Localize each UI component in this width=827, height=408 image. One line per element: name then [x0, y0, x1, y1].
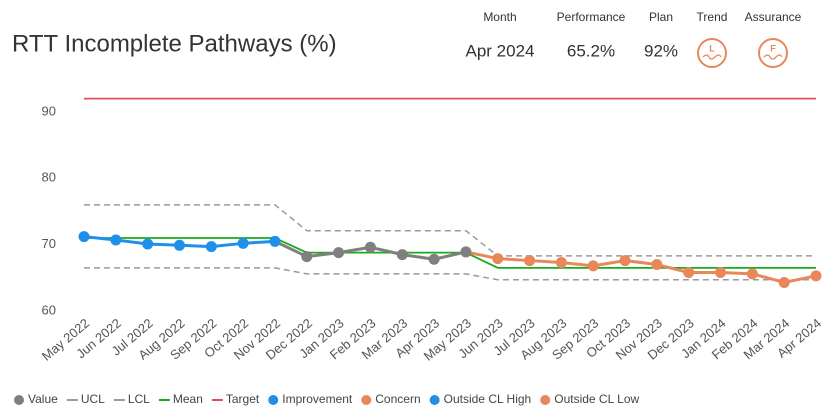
y-tick-label: 80 — [42, 170, 56, 185]
legend-dot — [14, 395, 24, 405]
line-lcl — [84, 267, 816, 281]
value-point — [810, 270, 822, 282]
legend-dot — [429, 395, 440, 405]
value-point — [78, 231, 90, 243]
y-tick-label: 60 — [42, 302, 56, 317]
legend-label: Mean — [173, 392, 203, 406]
legend-label: Improvement — [282, 392, 353, 406]
kpi-label: Performance — [557, 10, 626, 24]
kpi-label: Plan — [649, 10, 673, 24]
legend-label: UCL — [81, 392, 105, 406]
kpi-label: Month — [483, 10, 516, 24]
legend-label: LCL — [128, 392, 150, 406]
kpi-label: Trend — [697, 10, 728, 24]
y-tick-label: 90 — [42, 103, 56, 118]
value-point — [651, 259, 663, 271]
value-point — [555, 257, 567, 269]
value-point — [492, 253, 504, 265]
value-point — [587, 260, 599, 272]
legend-label: Outside CL Low — [554, 392, 639, 406]
value-point — [364, 241, 376, 253]
legend-dot — [268, 395, 279, 405]
line-ucl — [84, 204, 816, 257]
value-point — [460, 246, 472, 258]
value-point — [173, 239, 185, 251]
legend-label: Concern — [375, 392, 420, 406]
kpi-value: Apr 2024 — [466, 41, 535, 60]
line-mean — [84, 237, 816, 269]
value-point — [205, 241, 217, 253]
value-point — [396, 249, 408, 261]
value-point — [301, 251, 313, 263]
kpi-value: 65.2% — [567, 41, 615, 60]
value-point — [142, 238, 154, 250]
value-point — [746, 268, 758, 280]
value-point — [110, 234, 122, 246]
value-point — [428, 253, 440, 265]
value-point — [237, 237, 249, 249]
kpi-icon-letter: F — [770, 43, 776, 53]
value-point — [333, 247, 345, 259]
value-segment — [274, 239, 308, 258]
kpi-icon — [697, 38, 727, 68]
kpi-icon — [758, 38, 788, 68]
legend-dot — [361, 395, 372, 405]
kpi-icon-glyph — [702, 54, 722, 60]
value-point — [619, 255, 631, 267]
value-point — [524, 255, 536, 267]
legend-label: Target — [226, 392, 260, 406]
value-point — [683, 267, 695, 279]
value-point — [778, 276, 790, 288]
value-point — [269, 235, 281, 247]
legend-dot — [540, 395, 551, 405]
legend-label: Outside CL High — [444, 392, 532, 406]
legend-label: Value — [28, 392, 58, 406]
kpi-value: 92% — [644, 41, 678, 60]
kpi-icon-glyph — [763, 54, 783, 60]
kpi-label: Assurance — [745, 10, 802, 24]
y-tick-label: 70 — [42, 236, 56, 251]
chart-title: RTT Incomplete Pathways (%) — [12, 30, 337, 57]
value-point — [715, 267, 727, 279]
kpi-icon-letter: L — [709, 43, 715, 53]
